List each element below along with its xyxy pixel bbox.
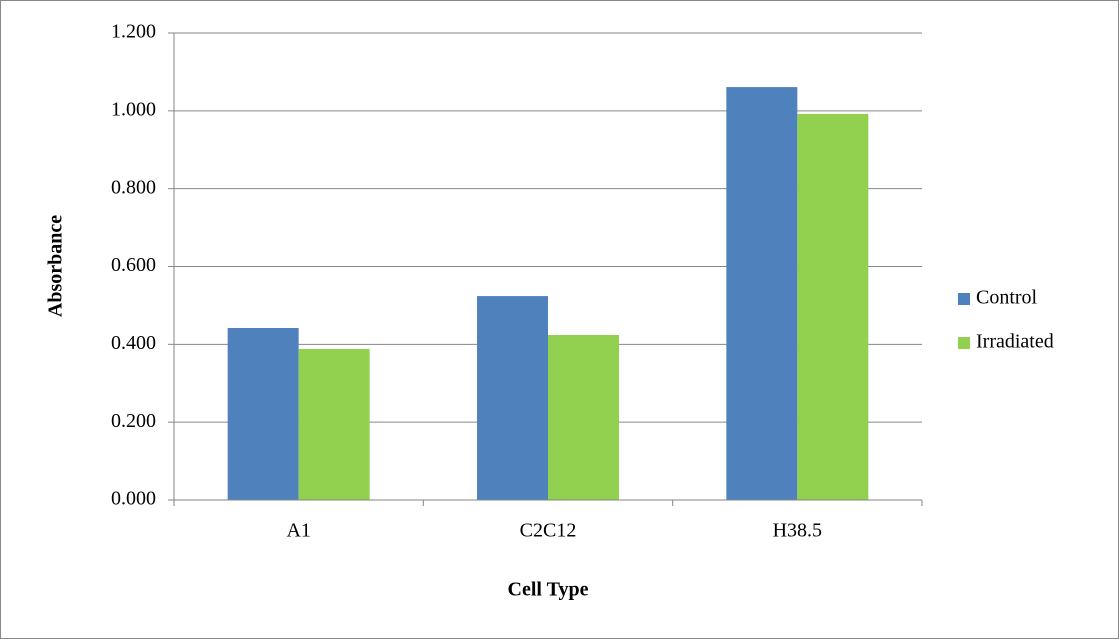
y-tick-label: 0.400 — [111, 332, 156, 354]
bar — [477, 296, 548, 500]
y-tick-label: 0.000 — [111, 488, 156, 510]
y-axis-title: Absorbance — [45, 215, 67, 317]
bar — [548, 334, 619, 500]
x-tick-label: C2C12 — [520, 520, 577, 542]
x-axis-title: Cell Type — [508, 579, 589, 601]
y-tick-label: 0.800 — [111, 176, 156, 198]
bar — [797, 113, 869, 501]
legend-swatch — [958, 293, 970, 305]
bar — [298, 349, 370, 500]
y-tick-label: 0.600 — [111, 254, 156, 276]
x-tick-label: A1 — [286, 520, 310, 542]
bar — [227, 327, 299, 500]
bar — [726, 87, 798, 500]
y-tick-label: 0.200 — [111, 410, 156, 432]
legend-label: Control — [976, 287, 1038, 309]
y-tick-label: 1.000 — [111, 98, 156, 120]
x-tick-label: H38.5 — [773, 520, 822, 542]
legend-label: Irradiated — [976, 331, 1054, 353]
legend-swatch — [958, 337, 970, 349]
y-tick-label: 1.200 — [111, 21, 156, 43]
